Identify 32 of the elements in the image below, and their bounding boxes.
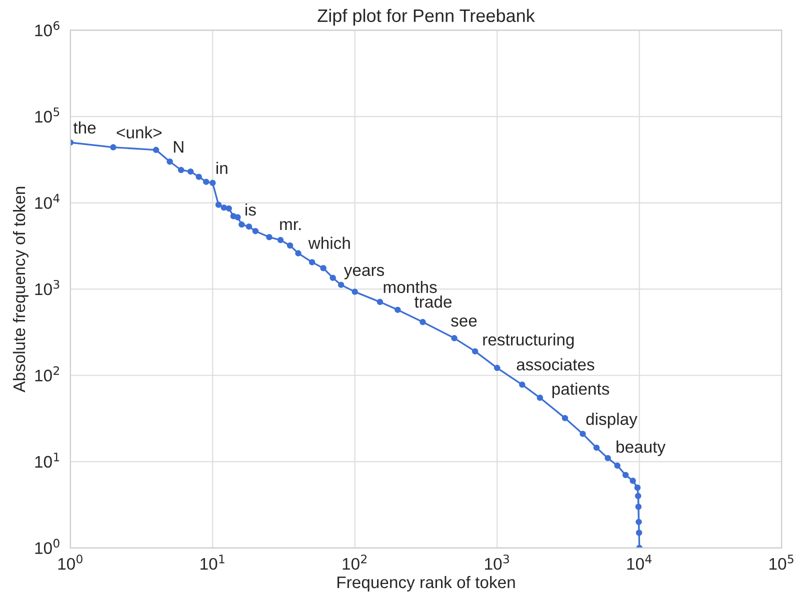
annotation: is bbox=[246, 203, 256, 216]
annotation: mr. bbox=[280, 221, 301, 230]
annotation: in bbox=[216, 162, 228, 174]
x-tick-label: 10$^{3}$ bbox=[485, 554, 509, 570]
annotation: see bbox=[451, 317, 477, 327]
y-tick-label: 10$^{4}$ bbox=[35, 194, 60, 209]
y-tick-label: 10$^{3}$ bbox=[35, 280, 60, 296]
x-axis-title: Frequency rank of token bbox=[338, 576, 515, 592]
y-tick-label: 10$^{6}$ bbox=[35, 21, 60, 36]
annotation: beauty bbox=[616, 440, 666, 456]
x-tick-label: 10$^{5}$ bbox=[770, 554, 794, 570]
y-tick-label: 10$^{0}$ bbox=[35, 538, 60, 554]
x-tick-label: 10$^{2}$ bbox=[342, 554, 366, 570]
x-tick-label: 10$^{4}$ bbox=[627, 554, 652, 570]
x-tick-label: 10$^{1}$ bbox=[200, 554, 224, 570]
chart-title: Zipf plot for Penn Treebank bbox=[318, 8, 535, 26]
y-axis-title: Absolute frequency of token bbox=[12, 186, 28, 392]
annotation: which bbox=[308, 236, 350, 250]
annotation: patients bbox=[552, 382, 610, 398]
annotation: the bbox=[73, 121, 96, 134]
y-tick-label: 10$^{1}$ bbox=[35, 452, 60, 468]
y-tick-label: 10$^{2}$ bbox=[35, 366, 59, 382]
y-tick-label: 10$^{5}$ bbox=[35, 108, 60, 123]
x-tick-label: 10$^{0}$ bbox=[58, 554, 82, 570]
annotation: restructuring bbox=[483, 333, 574, 349]
annotation: months bbox=[384, 280, 437, 294]
annotation: N bbox=[174, 141, 184, 153]
annotation: associates bbox=[516, 358, 594, 370]
annotation: years bbox=[344, 266, 384, 280]
annotation: <unk> bbox=[116, 126, 162, 138]
annotation: display bbox=[586, 412, 638, 428]
annotation: trade bbox=[414, 296, 452, 308]
